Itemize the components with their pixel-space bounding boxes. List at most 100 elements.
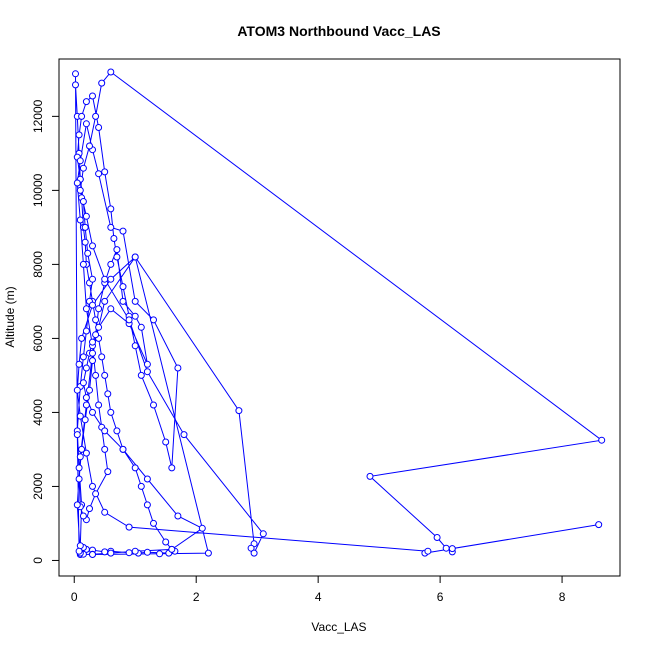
data-point — [150, 316, 157, 324]
data-point — [82, 120, 90, 128]
data-point — [81, 223, 89, 231]
data-point — [89, 92, 96, 100]
data-point — [86, 505, 93, 513]
data-point — [76, 157, 84, 165]
y-tick-label: 10000 — [31, 173, 45, 207]
x-tick-label: 4 — [315, 590, 322, 604]
data-point — [150, 401, 157, 409]
data-point — [107, 260, 115, 268]
data-point — [76, 542, 84, 550]
data-point — [76, 453, 84, 461]
data-point — [598, 436, 606, 444]
data-point — [95, 401, 103, 409]
data-point — [150, 519, 157, 527]
data-point — [107, 205, 115, 213]
data-point — [156, 550, 164, 558]
data-point — [82, 98, 90, 106]
data-point — [79, 198, 87, 205]
data-point — [162, 438, 170, 446]
data-point — [143, 475, 151, 483]
data-point — [180, 431, 188, 439]
series-line — [75, 71, 603, 556]
data-point — [89, 338, 96, 346]
data-point — [98, 353, 106, 361]
data-point — [76, 186, 84, 194]
data-point — [131, 464, 139, 472]
x-axis-label: Vacc_LAS — [311, 620, 366, 634]
y-tick-label: 0 — [31, 557, 45, 564]
data-point — [204, 549, 212, 557]
data-point — [75, 131, 83, 139]
data-point — [73, 179, 81, 187]
data-point — [82, 401, 90, 409]
data-point — [82, 449, 90, 457]
data-point — [101, 427, 109, 435]
data-point — [79, 353, 87, 361]
data-point — [247, 544, 255, 552]
data-point — [424, 547, 432, 555]
data-point — [107, 408, 115, 416]
data-point — [119, 227, 127, 235]
data-point — [595, 521, 603, 529]
data-point — [131, 547, 139, 555]
data-point — [78, 112, 86, 120]
data-point — [162, 538, 170, 546]
data-point — [101, 508, 109, 516]
data-point — [92, 112, 100, 120]
data-point — [72, 81, 79, 89]
data-point — [98, 79, 106, 87]
data-point — [119, 283, 127, 291]
data-point — [137, 323, 145, 331]
data-point — [107, 275, 115, 283]
data-point — [131, 253, 139, 261]
data-point — [86, 386, 93, 394]
data-point — [75, 547, 83, 555]
data-point — [75, 464, 83, 472]
plot-frame — [58, 58, 621, 577]
data-point — [78, 334, 86, 342]
data-point — [107, 68, 115, 76]
data-point — [110, 235, 118, 242]
data-point — [81, 238, 89, 246]
data-point — [95, 305, 103, 313]
data-point — [143, 501, 151, 509]
data-point — [125, 549, 133, 557]
data-point — [442, 544, 450, 552]
data-point — [84, 249, 92, 257]
data-point — [79, 260, 87, 268]
x-tick-label: 6 — [437, 590, 444, 604]
data-point — [131, 297, 139, 305]
data-point — [89, 301, 96, 309]
data-point — [137, 482, 145, 490]
data-point — [76, 216, 84, 224]
x-axis: 0 2 4 6 8 — [71, 575, 566, 604]
data-point — [119, 445, 127, 453]
data-point — [198, 524, 206, 532]
y-tick-label: 8000 — [31, 251, 45, 278]
data-point — [119, 297, 127, 305]
data-point — [92, 331, 100, 339]
data-point — [89, 275, 96, 283]
series-layer — [72, 68, 606, 558]
data-point — [101, 275, 109, 283]
chart-title: ATOM3 Northbound Vacc_LAS — [237, 23, 440, 39]
data-point — [89, 242, 96, 250]
data-point — [433, 534, 441, 541]
y-axis-label: Altitude (m) — [3, 286, 17, 347]
data-point — [82, 212, 90, 220]
data-point — [125, 523, 133, 531]
data-point — [137, 371, 145, 379]
x-tick-label: 8 — [559, 590, 566, 604]
data-point — [131, 342, 139, 350]
data-point — [79, 379, 87, 387]
x-tick-label: 0 — [71, 590, 78, 604]
data-point — [143, 360, 151, 368]
x-tick-label: 2 — [193, 590, 200, 604]
data-point — [73, 431, 81, 439]
y-tick-label: 4000 — [31, 399, 45, 426]
data-point — [72, 70, 79, 78]
data-point — [92, 371, 100, 379]
data-point — [104, 468, 112, 476]
data-point — [250, 549, 258, 557]
